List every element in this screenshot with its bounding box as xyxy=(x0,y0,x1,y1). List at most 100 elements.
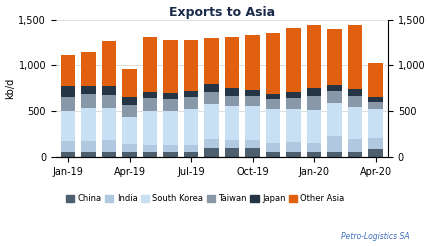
Bar xyxy=(286,98,300,109)
Bar xyxy=(122,97,136,105)
Bar xyxy=(204,148,218,157)
Bar xyxy=(347,25,362,89)
Bar xyxy=(61,141,75,152)
Bar xyxy=(204,92,218,104)
Bar xyxy=(306,152,321,157)
Bar xyxy=(286,92,300,98)
Legend: China, India, South Korea, Taiwan, Japan, Other Asia: China, India, South Korea, Taiwan, Japan… xyxy=(62,191,347,207)
Bar xyxy=(184,152,198,157)
Bar xyxy=(102,41,116,86)
Bar xyxy=(81,86,95,94)
Bar xyxy=(306,143,321,152)
Bar xyxy=(122,117,136,144)
Bar xyxy=(327,103,341,136)
Bar xyxy=(184,97,198,109)
Bar xyxy=(347,96,362,107)
Bar xyxy=(368,109,382,138)
Bar xyxy=(204,104,218,138)
Bar xyxy=(306,110,321,143)
Bar xyxy=(347,89,362,96)
Bar xyxy=(368,150,382,157)
Bar xyxy=(224,88,239,96)
Bar xyxy=(143,37,157,92)
Bar xyxy=(286,109,300,142)
Bar xyxy=(163,40,178,93)
Bar xyxy=(184,145,198,152)
Bar xyxy=(245,106,259,140)
Bar xyxy=(184,91,198,97)
Bar xyxy=(163,99,178,111)
Bar xyxy=(306,25,321,88)
Bar xyxy=(204,38,218,84)
Bar xyxy=(265,152,280,157)
Bar xyxy=(327,29,341,85)
Bar xyxy=(245,96,259,106)
Bar xyxy=(306,96,321,110)
Bar xyxy=(81,94,95,108)
Bar xyxy=(327,136,341,152)
Bar xyxy=(163,152,178,157)
Bar xyxy=(265,109,280,143)
Bar xyxy=(368,97,382,102)
Bar xyxy=(224,96,239,106)
Bar xyxy=(102,108,116,140)
Bar xyxy=(224,37,239,88)
Bar xyxy=(163,93,178,99)
Bar xyxy=(61,97,75,111)
Bar xyxy=(61,152,75,157)
Bar xyxy=(286,152,300,157)
Bar xyxy=(347,152,362,157)
Bar xyxy=(245,148,259,157)
Bar xyxy=(81,52,95,86)
Y-axis label: kb/d: kb/d xyxy=(6,78,15,99)
Bar xyxy=(224,106,239,140)
Bar xyxy=(143,92,157,98)
Bar xyxy=(265,99,280,109)
Bar xyxy=(327,152,341,157)
Bar xyxy=(286,142,300,152)
Bar xyxy=(61,111,75,141)
Bar xyxy=(143,145,157,152)
Bar xyxy=(286,28,300,92)
Bar xyxy=(245,35,259,90)
Bar xyxy=(163,145,178,152)
Bar xyxy=(204,84,218,92)
Bar xyxy=(61,86,75,97)
Bar xyxy=(265,94,280,99)
Bar xyxy=(102,95,116,108)
Bar xyxy=(81,141,95,152)
Bar xyxy=(224,140,239,148)
Bar xyxy=(245,90,259,96)
Bar xyxy=(122,69,136,97)
Bar xyxy=(102,152,116,157)
Bar xyxy=(368,63,382,97)
Text: Petro-Logistics SA: Petro-Logistics SA xyxy=(340,232,408,241)
Bar xyxy=(102,140,116,152)
Bar xyxy=(306,88,321,96)
Bar xyxy=(122,152,136,157)
Bar xyxy=(347,107,362,138)
Bar xyxy=(204,138,218,148)
Bar xyxy=(327,85,341,91)
Bar xyxy=(102,86,116,95)
Bar xyxy=(265,143,280,152)
Bar xyxy=(122,144,136,152)
Bar xyxy=(184,40,198,91)
Bar xyxy=(265,33,280,94)
Bar xyxy=(327,91,341,103)
Bar xyxy=(122,105,136,117)
Title: Exports to Asia: Exports to Asia xyxy=(169,6,274,18)
Bar xyxy=(143,98,157,111)
Bar xyxy=(347,138,362,152)
Bar xyxy=(163,111,178,145)
Bar xyxy=(143,152,157,157)
Bar xyxy=(184,109,198,145)
Bar xyxy=(81,108,95,141)
Bar xyxy=(81,152,95,157)
Bar xyxy=(61,55,75,86)
Bar xyxy=(224,148,239,157)
Bar xyxy=(245,140,259,148)
Bar xyxy=(368,102,382,109)
Bar xyxy=(368,138,382,150)
Bar xyxy=(143,111,157,145)
